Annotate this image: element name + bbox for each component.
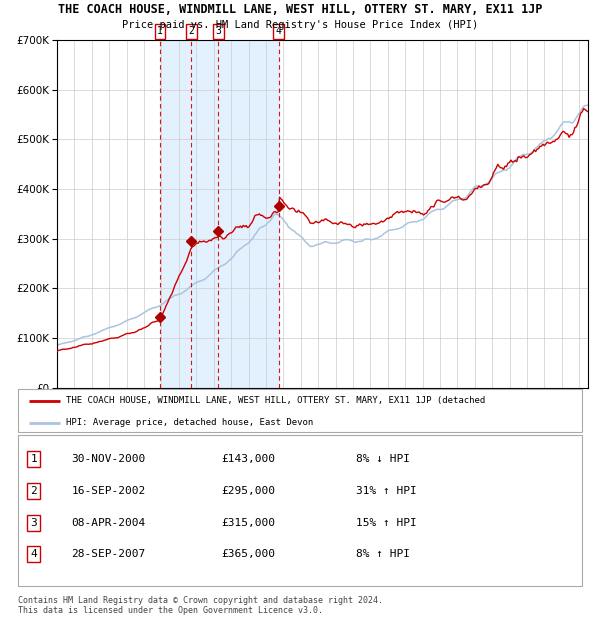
- Text: £315,000: £315,000: [221, 518, 275, 528]
- Text: 1: 1: [31, 454, 37, 464]
- Text: 3: 3: [215, 26, 221, 36]
- Text: THE COACH HOUSE, WINDMILL LANE, WEST HILL, OTTERY ST. MARY, EX11 1JP (detached: THE COACH HOUSE, WINDMILL LANE, WEST HIL…: [66, 396, 485, 405]
- Text: This data is licensed under the Open Government Licence v3.0.: This data is licensed under the Open Gov…: [18, 606, 323, 616]
- Text: 16-SEP-2002: 16-SEP-2002: [71, 486, 146, 496]
- Text: 1: 1: [157, 26, 163, 36]
- FancyBboxPatch shape: [18, 435, 582, 586]
- Text: 30-NOV-2000: 30-NOV-2000: [71, 454, 146, 464]
- Text: 4: 4: [31, 549, 37, 559]
- Text: 8% ↓ HPI: 8% ↓ HPI: [356, 454, 410, 464]
- Text: HPI: Average price, detached house, East Devon: HPI: Average price, detached house, East…: [66, 418, 313, 427]
- Text: £295,000: £295,000: [221, 486, 275, 496]
- Bar: [160, 40, 279, 388]
- Text: Price paid vs. HM Land Registry's House Price Index (HPI): Price paid vs. HM Land Registry's House …: [122, 20, 478, 30]
- Text: THE COACH HOUSE, WINDMILL LANE, WEST HILL, OTTERY ST. MARY, EX11 1JP: THE COACH HOUSE, WINDMILL LANE, WEST HIL…: [58, 3, 542, 16]
- Text: 4: 4: [276, 26, 282, 36]
- Text: 28-SEP-2007: 28-SEP-2007: [71, 549, 146, 559]
- Text: 2: 2: [188, 26, 194, 36]
- Text: 15% ↑ HPI: 15% ↑ HPI: [356, 518, 417, 528]
- Text: £143,000: £143,000: [221, 454, 275, 464]
- Text: £365,000: £365,000: [221, 549, 275, 559]
- Text: 8% ↑ HPI: 8% ↑ HPI: [356, 549, 410, 559]
- Text: 3: 3: [31, 518, 37, 528]
- Text: 2: 2: [31, 486, 37, 496]
- Text: 31% ↑ HPI: 31% ↑ HPI: [356, 486, 417, 496]
- FancyBboxPatch shape: [18, 389, 582, 432]
- Text: Contains HM Land Registry data © Crown copyright and database right 2024.: Contains HM Land Registry data © Crown c…: [18, 596, 383, 606]
- Text: 08-APR-2004: 08-APR-2004: [71, 518, 146, 528]
